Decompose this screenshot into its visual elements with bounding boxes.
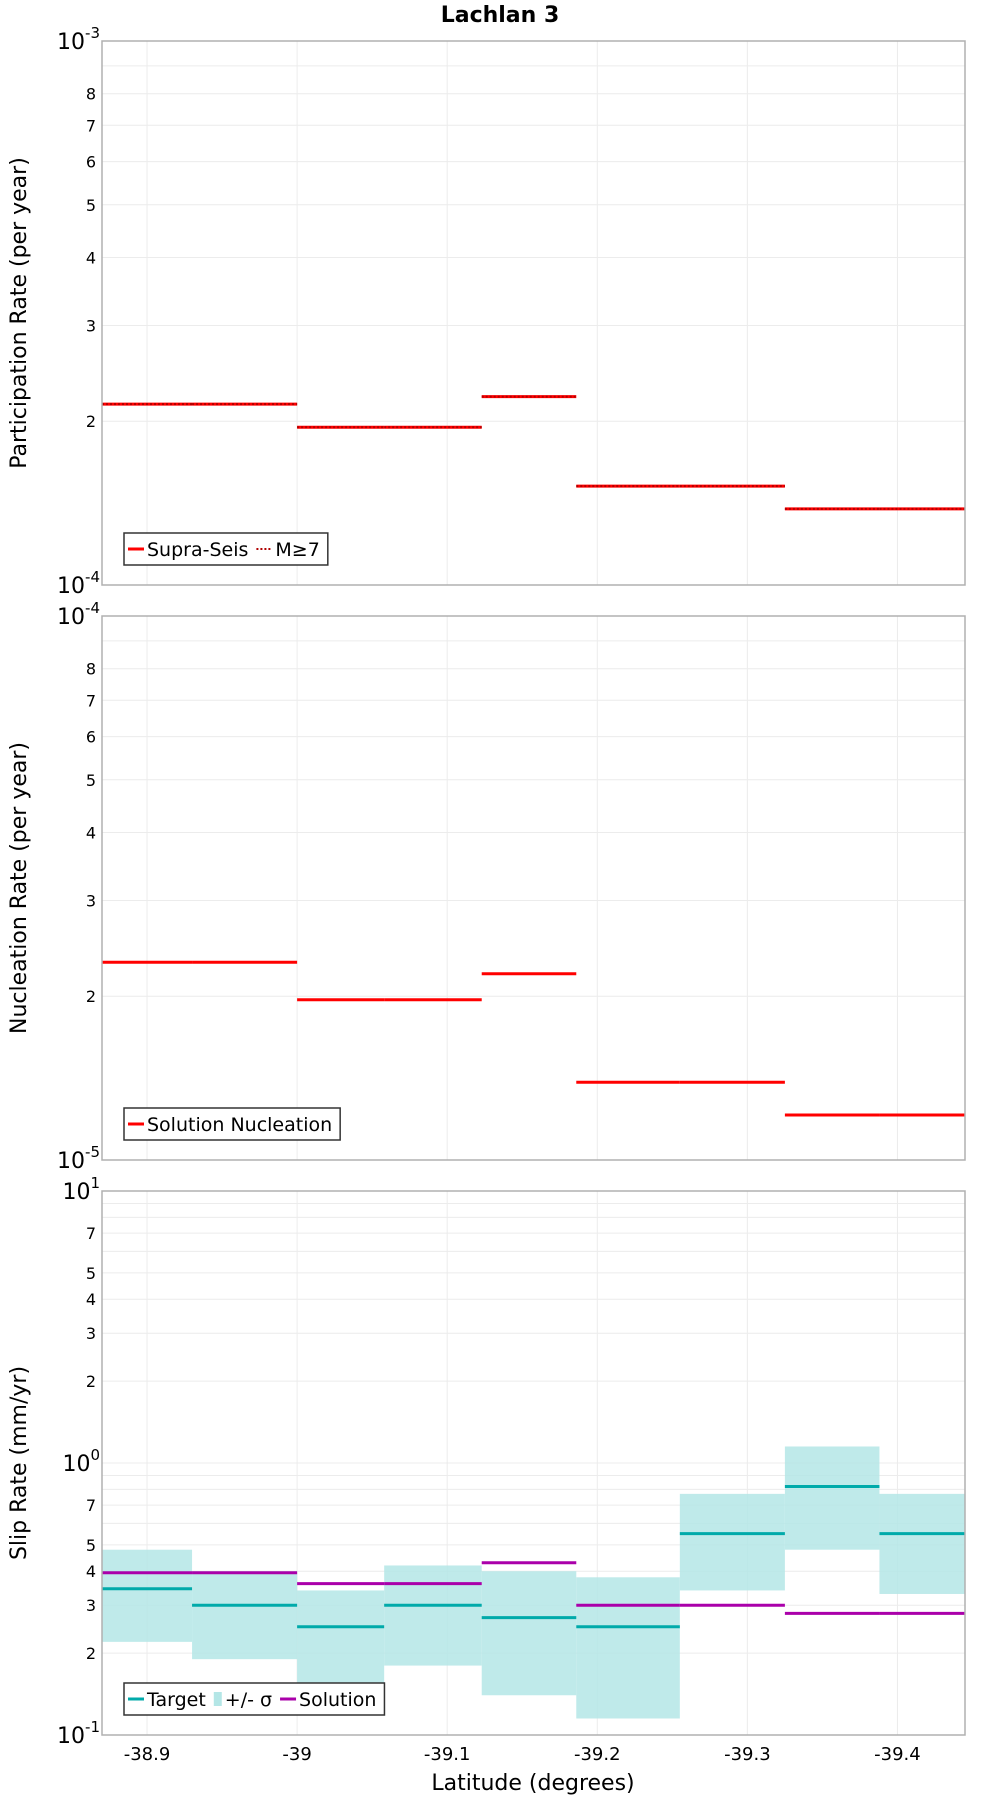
x-tick-label: -39.1	[424, 1744, 471, 1765]
y-tick-label: 2	[86, 1644, 96, 1663]
legend: Supra-Seis M≥7	[123, 532, 329, 566]
legend-box	[123, 1682, 386, 1716]
plot-frame	[101, 1190, 966, 1736]
panel-1: 2 3 4 5 6 7 8 10-3 10-4 Participation Rate (per y…	[7, 24, 966, 599]
y-tick-label: 7	[86, 1496, 96, 1515]
series-target	[102, 1484, 965, 1629]
x-tick-labels: -38.9 -39 -39.1 -39.2 -39.3 -39.4	[124, 1744, 921, 1765]
y-tick-label: 6	[86, 728, 96, 747]
panel-2: 2 3 4 5 6 7 8 10-4 10-5 Nucleation Rate (per year…	[7, 599, 966, 1174]
y-tick-labels: 2 3 4 5 6 7 8 10-4 10-5	[57, 599, 100, 1174]
panel-3: 2 3 4 5 7 2 3 4 5 7 101 100 10-1 Slip Rate (mm/yr) -38…	[7, 1174, 966, 1765]
legend-label: Target	[146, 1689, 206, 1711]
y-tick-labels: 2 3 4 5 6 7 8 10-3 10-4	[57, 24, 100, 599]
y-tick-label: 3	[86, 316, 96, 335]
gridlines	[102, 616, 965, 1160]
y-tick-label: 7	[86, 691, 96, 710]
y-min-label: 10-5	[57, 1143, 100, 1174]
plot-frame	[101, 40, 966, 586]
y-axis-label: Slip Rate (mm/yr)	[7, 1366, 32, 1560]
x-tick-label: -39.2	[574, 1744, 621, 1765]
y-axis-label: Participation Rate (per year)	[7, 157, 32, 469]
y-tick-label: 3	[86, 1324, 96, 1343]
sigma-band	[481, 1571, 577, 1696]
x-tick-label: -38.9	[124, 1744, 171, 1765]
sigma-bands	[102, 1446, 965, 1719]
x-tick-label: -39.3	[724, 1744, 771, 1765]
y-tick-label: 8	[86, 85, 96, 104]
legend-label: Solution	[299, 1689, 376, 1711]
legend: Target +/- σ Solution	[123, 1682, 386, 1716]
y-tick-label: 4	[86, 1290, 96, 1309]
y-tick-label: 5	[86, 1536, 96, 1555]
y-tick-label: 2	[86, 1372, 96, 1391]
sigma-band	[576, 1577, 680, 1719]
y-max-label: 10-4	[57, 599, 100, 630]
sigma-band	[297, 1590, 385, 1688]
y-tick-label: 4	[86, 823, 96, 842]
sigma-band	[879, 1493, 965, 1594]
legend-label: Supra-Seis	[147, 539, 248, 561]
y-max-label: 10-3	[57, 24, 100, 55]
y-decade-label: 10-1	[57, 1718, 100, 1749]
y-tick-label: 7	[86, 116, 96, 135]
legend-swatch	[213, 1692, 222, 1706]
y-axis-label: Nucleation Rate (per year)	[7, 742, 32, 1034]
legend-box	[123, 532, 329, 566]
legend-box	[123, 1107, 341, 1141]
y-decade-label: 101	[62, 1174, 100, 1205]
legend: Solution Nucleation	[123, 1107, 341, 1141]
gridlines	[102, 41, 965, 585]
sigma-band	[384, 1565, 482, 1666]
y-tick-label: 6	[86, 153, 96, 172]
series-supra-seis	[102, 395, 965, 511]
series-m-7	[102, 395, 965, 510]
figure-title: Lachlan 3	[441, 3, 560, 28]
plot-frame	[101, 615, 966, 1161]
y-tick-label: 3	[86, 1596, 96, 1615]
y-tick-label: 8	[86, 660, 96, 679]
y-tick-label: 2	[86, 412, 96, 431]
y-tick-label: 2	[86, 987, 96, 1006]
y-decade-label: 100	[62, 1446, 100, 1477]
x-tick-label: -39.4	[874, 1744, 921, 1765]
sigma-band	[192, 1571, 298, 1660]
legend-label: M≥7	[275, 539, 319, 561]
y-tick-label: 3	[86, 891, 96, 910]
sigma-band	[784, 1446, 880, 1550]
y-tick-label: 4	[86, 248, 96, 267]
y-tick-label: 4	[86, 1562, 96, 1581]
sigma-band	[102, 1549, 193, 1642]
y-tick-label: 5	[86, 1264, 96, 1283]
y-tick-label: 5	[86, 771, 96, 790]
y-min-label: 10-4	[57, 568, 100, 599]
x-tick-label: -39	[282, 1744, 311, 1765]
y-tick-label: 5	[86, 196, 96, 215]
series-solution	[102, 1561, 965, 1615]
series-solution-nucleation	[102, 960, 965, 1117]
y-tick-labels: 2 3 4 5 7 2 3 4 5 7 101 100 10-1	[57, 1174, 100, 1749]
x-axis-label: Latitude (degrees)	[431, 1771, 634, 1796]
sigma-band	[679, 1493, 785, 1591]
legend-label: Solution Nucleation	[147, 1114, 332, 1136]
y-tick-label: 7	[86, 1224, 96, 1243]
legend-label: +/- σ	[225, 1689, 272, 1711]
